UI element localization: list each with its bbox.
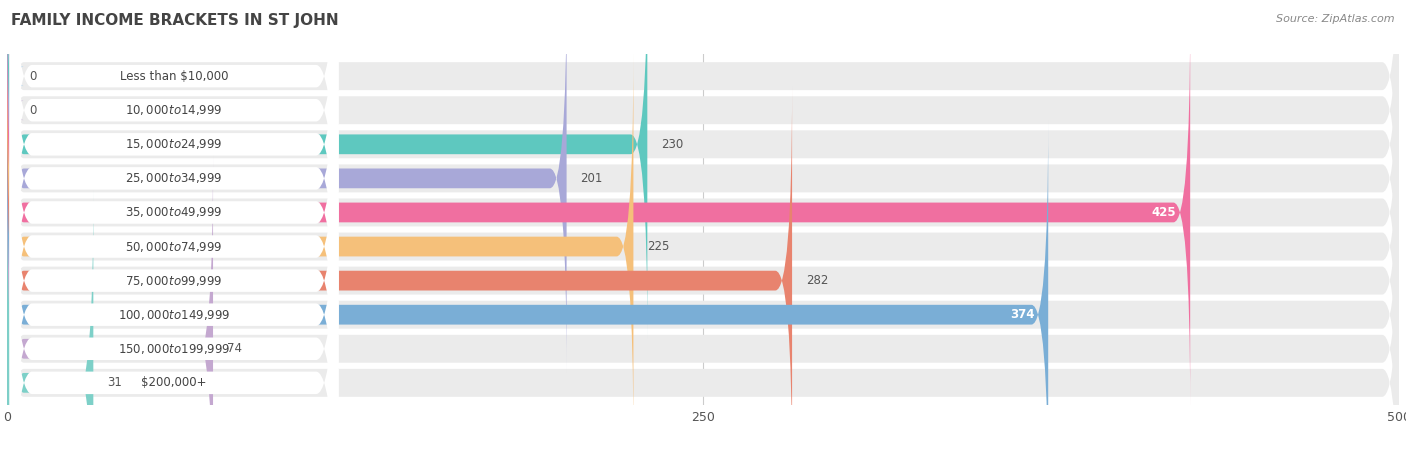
FancyBboxPatch shape — [7, 124, 1399, 450]
FancyBboxPatch shape — [10, 0, 339, 440]
Text: 74: 74 — [226, 342, 242, 355]
FancyBboxPatch shape — [7, 22, 1399, 403]
Text: FAMILY INCOME BRACKETS IN ST JOHN: FAMILY INCOME BRACKETS IN ST JOHN — [11, 14, 339, 28]
Text: $25,000 to $34,999: $25,000 to $34,999 — [125, 171, 222, 185]
Text: $10,000 to $14,999: $10,000 to $14,999 — [125, 103, 222, 117]
FancyBboxPatch shape — [7, 192, 1399, 450]
Text: $75,000 to $99,999: $75,000 to $99,999 — [125, 274, 222, 288]
FancyBboxPatch shape — [10, 0, 339, 450]
FancyBboxPatch shape — [7, 0, 1399, 301]
Text: $150,000 to $199,999: $150,000 to $199,999 — [118, 342, 231, 356]
FancyBboxPatch shape — [7, 0, 567, 373]
FancyBboxPatch shape — [0, 0, 24, 305]
FancyBboxPatch shape — [10, 0, 339, 406]
Text: 0: 0 — [30, 104, 37, 117]
FancyBboxPatch shape — [10, 53, 339, 450]
Text: 374: 374 — [1010, 308, 1035, 321]
Text: $100,000 to $149,999: $100,000 to $149,999 — [118, 308, 231, 322]
FancyBboxPatch shape — [10, 0, 339, 372]
Text: 230: 230 — [661, 138, 683, 151]
Text: Source: ZipAtlas.com: Source: ZipAtlas.com — [1277, 14, 1395, 23]
Text: $35,000 to $49,999: $35,000 to $49,999 — [125, 206, 222, 220]
FancyBboxPatch shape — [7, 56, 1399, 437]
FancyBboxPatch shape — [0, 0, 24, 271]
Text: $50,000 to $74,999: $50,000 to $74,999 — [125, 239, 222, 253]
Text: 31: 31 — [107, 376, 122, 389]
Text: Less than $10,000: Less than $10,000 — [120, 70, 228, 83]
FancyBboxPatch shape — [7, 120, 1049, 450]
Text: 425: 425 — [1152, 206, 1177, 219]
FancyBboxPatch shape — [7, 0, 1399, 267]
Text: $200,000+: $200,000+ — [142, 376, 207, 389]
FancyBboxPatch shape — [7, 52, 633, 441]
Text: 201: 201 — [581, 172, 603, 185]
FancyBboxPatch shape — [7, 0, 1399, 369]
FancyBboxPatch shape — [7, 90, 1399, 450]
FancyBboxPatch shape — [7, 188, 93, 450]
Text: $15,000 to $24,999: $15,000 to $24,999 — [125, 137, 222, 151]
FancyBboxPatch shape — [10, 0, 339, 450]
FancyBboxPatch shape — [7, 0, 647, 339]
Text: 282: 282 — [806, 274, 828, 287]
FancyBboxPatch shape — [7, 18, 1191, 407]
FancyBboxPatch shape — [10, 122, 339, 450]
Text: 0: 0 — [30, 70, 37, 83]
Text: 225: 225 — [647, 240, 669, 253]
FancyBboxPatch shape — [10, 0, 339, 338]
FancyBboxPatch shape — [10, 87, 339, 450]
FancyBboxPatch shape — [7, 158, 1399, 450]
FancyBboxPatch shape — [7, 154, 214, 450]
FancyBboxPatch shape — [7, 86, 792, 450]
FancyBboxPatch shape — [7, 0, 1399, 335]
FancyBboxPatch shape — [10, 19, 339, 450]
